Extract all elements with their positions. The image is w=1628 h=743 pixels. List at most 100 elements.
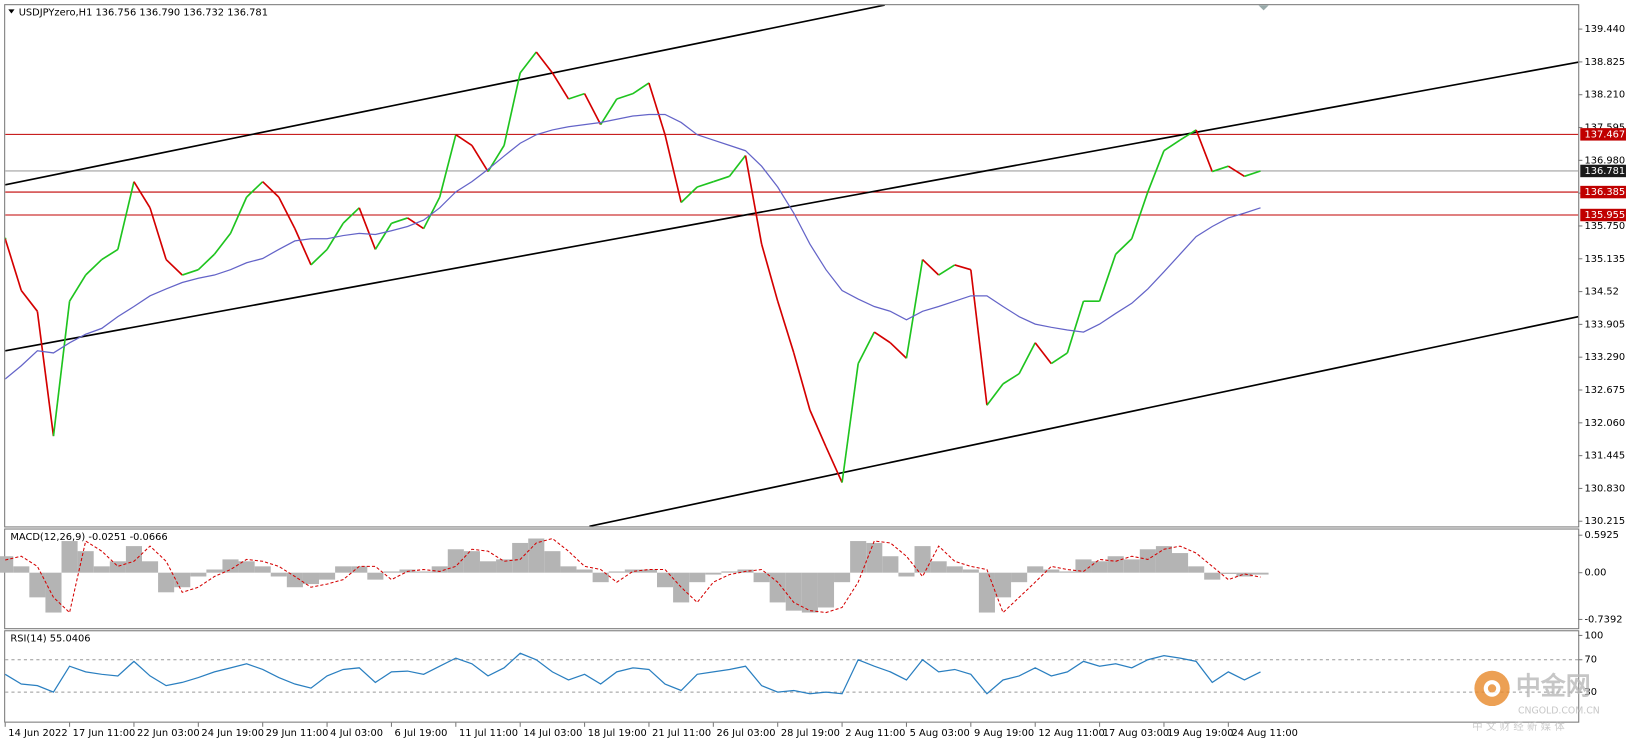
price-label: 136.781: [1584, 166, 1625, 177]
price-segment: [889, 342, 908, 359]
histogram-bar: [270, 572, 287, 577]
histogram-bar: [351, 566, 368, 573]
histogram-bar: [335, 566, 352, 573]
histogram-bar: [721, 571, 738, 573]
chart-root: USDJPYzero,H1 136.756 136.790 136.732 13…: [0, 4, 1626, 739]
histogram-bar: [141, 561, 159, 573]
y-tick-label: 133.290: [1584, 352, 1625, 363]
price-segment: [1211, 165, 1229, 173]
y-tick-label: 0.00: [1584, 568, 1606, 579]
price-segment: [599, 98, 618, 126]
histogram-bar: [978, 572, 995, 613]
histogram-bar: [109, 561, 126, 573]
histogram-bar: [463, 551, 480, 573]
watermark-name: 中金网: [1516, 671, 1591, 700]
price-segment: [648, 82, 666, 135]
price-segment: [374, 222, 393, 250]
price-segment: [1195, 129, 1214, 172]
price-segment: [1163, 139, 1181, 152]
price-segment: [1050, 352, 1068, 365]
histogram-bar: [479, 561, 497, 573]
histogram-bar: [1075, 559, 1092, 573]
histogram-bar: [753, 572, 770, 583]
histogram-bar: [689, 572, 706, 583]
histogram-bar: [174, 572, 191, 588]
histogram-bar: [286, 572, 303, 588]
x-tick-label: 2 Aug 11:00: [845, 728, 905, 739]
price-segment: [1002, 373, 1020, 385]
histogram-bar: [13, 566, 30, 573]
y-tick-label: 0.5925: [1584, 530, 1619, 541]
price-segment: [149, 207, 167, 260]
price-segment: [294, 228, 312, 266]
series-line: [4, 652, 1261, 695]
histogram-bar: [1188, 566, 1205, 573]
plot: [4, 652, 1579, 695]
price-segment: [664, 134, 682, 203]
histogram-bar: [769, 572, 786, 603]
price-segment: [213, 232, 232, 255]
price-segment: [713, 175, 730, 183]
price-segment: [438, 134, 457, 198]
price-segment: [1066, 300, 1085, 354]
histogram-bar: [560, 566, 577, 573]
price-segment: [568, 92, 585, 100]
x-tick-label: 4 Jul 03:00: [330, 728, 383, 739]
x-tick-label: 19 Aug 19:00: [1167, 728, 1233, 739]
price-segment: [471, 144, 489, 172]
price-segment: [422, 196, 441, 229]
x-tick-label: 29 Jun 11:00: [266, 728, 329, 739]
series-line: [5, 113, 1261, 380]
histogram-bar: [93, 566, 110, 573]
histogram-bar: [1139, 549, 1156, 573]
price-label: 135.955: [1584, 210, 1625, 221]
price-segment: [1244, 170, 1261, 178]
main-panel: [4, 4, 1580, 528]
histogram-bar: [866, 542, 883, 573]
histogram-bar: [544, 551, 561, 573]
price-segment: [792, 352, 811, 411]
histogram-bar: [608, 571, 625, 573]
price-segment: [583, 93, 602, 125]
price-segment: [696, 180, 714, 188]
histogram-bar: [0, 556, 14, 573]
price-label-bg: [1580, 208, 1626, 222]
histogram-bar: [158, 572, 175, 593]
histogram-bar: [994, 572, 1012, 598]
price-segment: [68, 274, 87, 302]
histogram-bar: [1011, 572, 1028, 583]
plot: [5, 5, 1579, 527]
histogram-bar: [125, 546, 142, 573]
watermark-tagline: 中 文 财 经 新 媒 体: [1472, 720, 1565, 733]
histogram-bar: [1236, 572, 1253, 577]
price-segment: [5, 238, 23, 291]
histogram-bar: [592, 572, 609, 583]
y-tick-label: -0.7392: [1584, 614, 1622, 625]
histogram-bar: [77, 551, 94, 573]
histogram-bar: [1091, 561, 1108, 573]
histogram-bar: [1155, 546, 1173, 573]
y-tick-label: 130.215: [1584, 516, 1625, 527]
histogram-bar: [45, 572, 62, 613]
histogram-bar: [834, 572, 851, 583]
price-segment: [680, 186, 698, 204]
price-segment: [52, 301, 71, 437]
histogram-bar: [1123, 559, 1140, 573]
y-tick-label: 133.905: [1584, 319, 1625, 330]
y-tick-label: 100: [1584, 630, 1603, 641]
watermark: 中金网 CNGOLD.COM.CN 中 文 财 经 新 媒 体: [1472, 670, 1600, 733]
price-segment: [342, 207, 360, 224]
histogram-bar: [319, 572, 336, 580]
watermark-domain: CNGOLD.COM.CN: [1518, 706, 1600, 717]
price-segment: [728, 155, 747, 177]
price-segment: [133, 181, 151, 209]
trend-line: [5, 5, 885, 186]
price-segment: [358, 207, 377, 250]
y-tick-label: 138.825: [1584, 57, 1625, 68]
price-segment: [503, 72, 522, 146]
histogram-bar: [576, 569, 593, 573]
price-segment: [391, 217, 408, 225]
price-segment: [1130, 191, 1149, 240]
histogram-bar: [673, 572, 690, 603]
